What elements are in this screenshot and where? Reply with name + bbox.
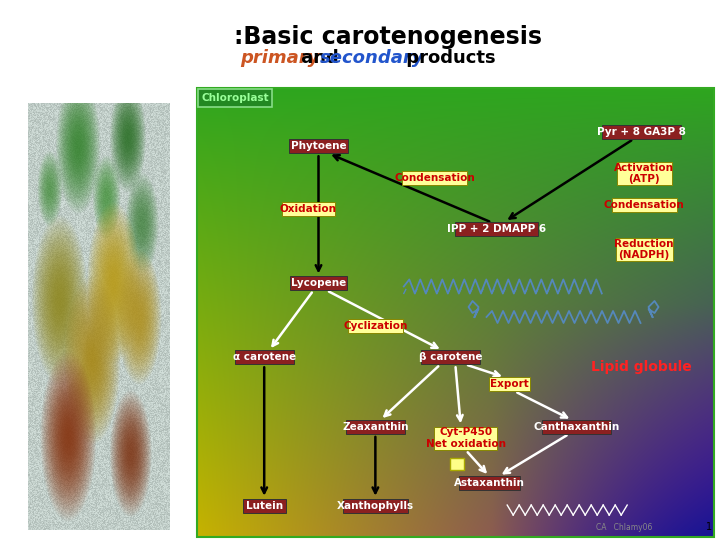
Text: Xanthophylls: Xanthophylls — [337, 501, 414, 511]
FancyBboxPatch shape — [243, 498, 286, 512]
Text: Lycopene: Lycopene — [291, 278, 346, 288]
FancyBboxPatch shape — [542, 420, 611, 434]
Text: secondary: secondary — [320, 49, 425, 67]
FancyBboxPatch shape — [602, 125, 681, 139]
FancyBboxPatch shape — [450, 458, 464, 470]
Text: Condensation: Condensation — [604, 200, 685, 210]
Text: α carotene: α carotene — [233, 353, 296, 362]
FancyBboxPatch shape — [490, 377, 531, 392]
FancyBboxPatch shape — [290, 276, 347, 291]
Text: Zeaxanthin: Zeaxanthin — [342, 422, 409, 432]
Text: Cyclization: Cyclization — [343, 321, 408, 331]
Text: Reduction
(NADPH): Reduction (NADPH) — [614, 239, 674, 260]
Text: primary: primary — [240, 49, 320, 67]
FancyBboxPatch shape — [612, 198, 677, 212]
Text: Activation
(ATP): Activation (ATP) — [614, 163, 674, 184]
Text: Lipid globule: Lipid globule — [590, 360, 691, 374]
Text: CA   Chlamy06: CA Chlamy06 — [595, 523, 652, 532]
Text: Phytoene: Phytoene — [291, 141, 346, 151]
FancyBboxPatch shape — [198, 89, 272, 107]
Text: Canthaxanthin: Canthaxanthin — [534, 422, 620, 432]
Text: Condensation: Condensation — [395, 173, 475, 183]
FancyBboxPatch shape — [434, 427, 498, 450]
Text: Oxidation: Oxidation — [279, 204, 337, 214]
FancyBboxPatch shape — [617, 162, 672, 185]
Text: products: products — [400, 49, 495, 67]
Text: Cyt-P450
Net oxidation: Cyt-P450 Net oxidation — [426, 428, 506, 449]
Text: IPP + 2 DMAPP 6: IPP + 2 DMAPP 6 — [447, 224, 546, 233]
Text: Export: Export — [490, 379, 529, 389]
FancyBboxPatch shape — [343, 498, 408, 512]
Text: Lutein: Lutein — [246, 501, 283, 511]
FancyBboxPatch shape — [346, 420, 405, 434]
FancyBboxPatch shape — [616, 238, 672, 261]
FancyBboxPatch shape — [420, 350, 480, 365]
Text: Pyr + 8 GA3P 8: Pyr + 8 GA3P 8 — [597, 127, 686, 137]
FancyBboxPatch shape — [459, 476, 520, 490]
Text: 1: 1 — [706, 522, 712, 532]
FancyBboxPatch shape — [402, 171, 467, 185]
FancyBboxPatch shape — [289, 139, 348, 153]
Text: and: and — [295, 49, 345, 67]
FancyBboxPatch shape — [348, 319, 403, 333]
Text: Chloroplast: Chloroplast — [201, 93, 269, 103]
FancyBboxPatch shape — [455, 221, 539, 235]
FancyBboxPatch shape — [282, 202, 335, 216]
Text: β carotene: β carotene — [418, 353, 482, 362]
Text: :Basic carotenogenesis: :Basic carotenogenesis — [234, 25, 542, 49]
Bar — [197, 88, 714, 537]
FancyBboxPatch shape — [235, 350, 294, 365]
Text: Astaxanthin: Astaxanthin — [454, 478, 525, 488]
